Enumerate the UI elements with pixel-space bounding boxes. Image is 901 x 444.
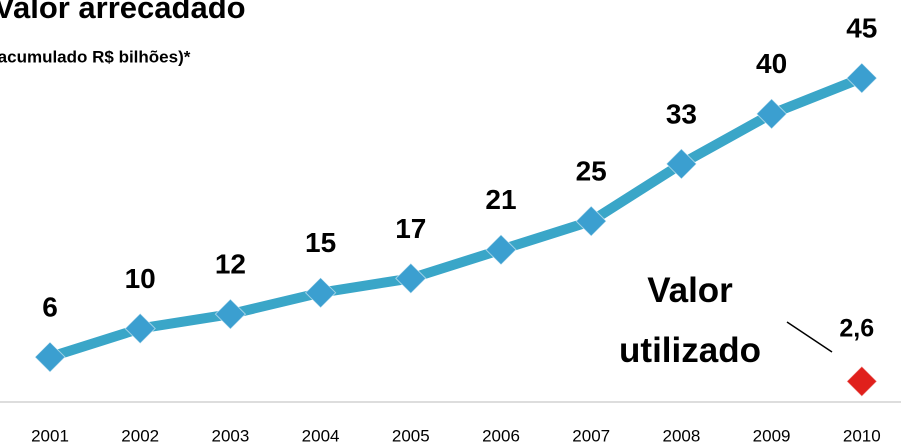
value-label: 25 (576, 156, 607, 187)
x-tick-label: 2010 (843, 426, 881, 444)
marker (575, 205, 607, 237)
marker (124, 312, 156, 345)
value-label: 6 (42, 291, 58, 322)
x-tick-label: 2004 (302, 426, 340, 444)
x-tick-label: 2009 (753, 426, 791, 444)
chart-title: Valor arrecadado (0, 0, 246, 25)
marker (755, 98, 788, 130)
value-label: 21 (485, 184, 516, 215)
value-label: 45 (846, 12, 877, 43)
value-label: 2,6 (839, 315, 874, 343)
x-tick-label: 2006 (482, 426, 520, 444)
value-label: 17 (395, 213, 426, 244)
value-label: 40 (756, 48, 787, 79)
marker (485, 234, 517, 266)
marker (214, 298, 247, 330)
x-tick-label: 2005 (392, 426, 430, 444)
line (48, 73, 864, 362)
x-tick-label: 2002 (121, 426, 159, 444)
x-tick-label: 2007 (572, 426, 610, 444)
annotation-line (786, 321, 833, 353)
value-label: 10 (125, 263, 156, 294)
value-label: 12 (215, 249, 246, 280)
marker (665, 148, 698, 180)
x-tick-label: 2008 (662, 426, 700, 444)
value-label: 33 (666, 98, 697, 129)
marker (34, 341, 66, 373)
marker (846, 365, 878, 398)
marker (846, 62, 878, 94)
marker (395, 262, 427, 295)
value-label: 15 (305, 227, 336, 258)
x-tick-label: 2003 (211, 426, 249, 444)
x-tick-label: 2001 (31, 426, 69, 444)
series-label: Valor utilizado (619, 271, 761, 370)
chart-subtitle: (acumulado R$ bilhões)* (0, 47, 191, 66)
marker (304, 276, 337, 309)
